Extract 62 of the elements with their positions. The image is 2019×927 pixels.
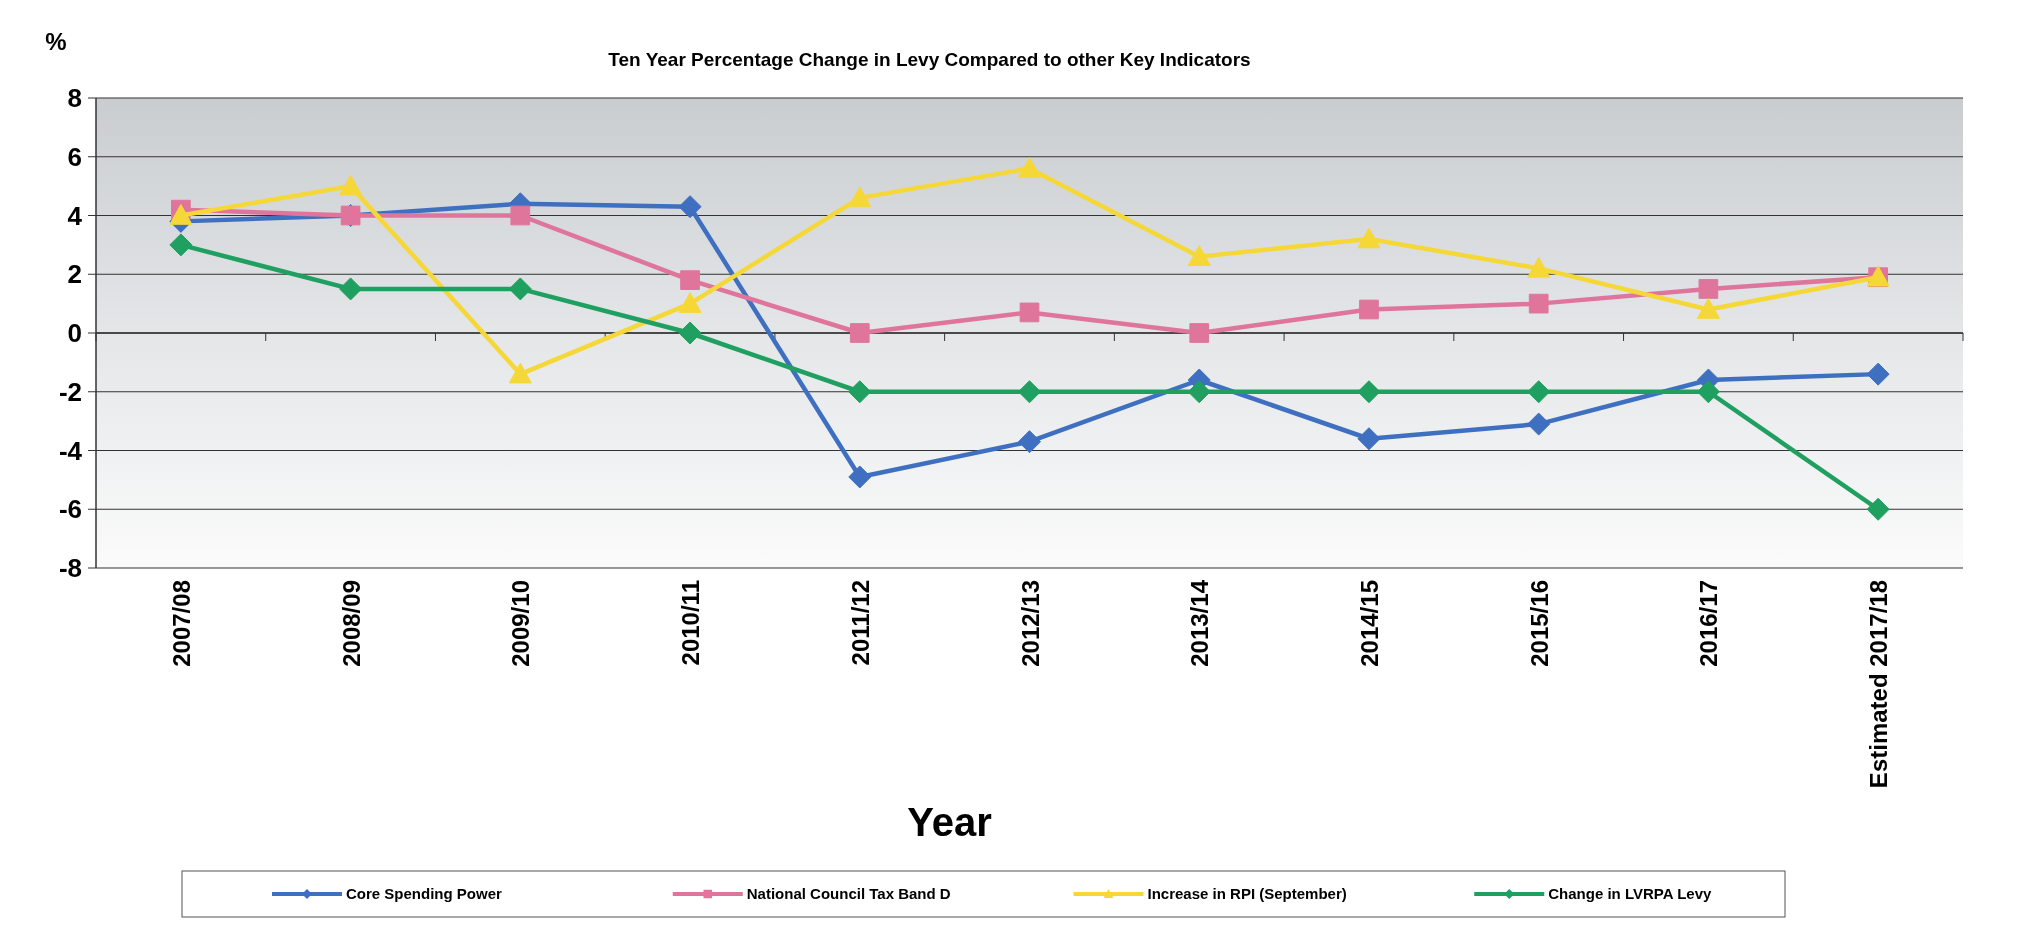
y-tick-label: -2 [58,376,82,407]
point [678,292,702,313]
point [508,362,532,384]
legend-label: Core Spending Power [346,885,503,903]
x-tick-label: 2011/12 [846,580,874,666]
y-axis-title: % [45,28,67,55]
point [1696,380,1720,404]
point [849,323,870,343]
y-tick-label: 2 [67,259,82,290]
x-tick-label: 2013/14 [1186,579,1214,667]
point [339,174,363,196]
point [510,205,531,226]
point [1696,298,1720,319]
point [678,321,702,345]
point [169,204,193,225]
point [1357,227,1381,249]
point [1018,157,1041,178]
point [1866,362,1890,386]
point [508,277,532,301]
point [1018,380,1041,404]
y-tick-label: 8 [67,83,82,114]
point [1019,302,1040,323]
x-tick-label: 2008/09 [337,580,365,667]
y-tick-label: 4 [67,200,83,231]
point [1189,323,1210,343]
point [1359,299,1379,320]
y-tick-label: -6 [58,494,82,525]
point [1527,256,1551,278]
x-tick-label: 2015/16 [1525,580,1553,667]
x-tick-label: 2012/13 [1016,580,1044,667]
chart-title: Ten Year Percentage Change in Levy Compared to other Key Indicators [608,49,1251,70]
y-tick-label: -4 [58,435,83,466]
legend-label: Change in LVRPA Levy [1548,885,1712,903]
point [680,270,700,290]
x-axis-title: Year [907,800,992,844]
x-tick-label: 2009/10 [507,580,535,667]
point [848,465,872,489]
y-tick-label: 6 [67,141,82,172]
point [1866,497,1890,521]
point [1018,430,1041,454]
y-tick-label: 0 [67,318,82,349]
x-tick-label: 2010/11 [677,580,705,666]
point [848,380,872,404]
y-tick-label: -8 [58,553,82,584]
point [1187,380,1211,404]
point [1528,293,1549,314]
point [339,277,363,301]
x-tick-label: Estimated 2017/18 [1865,580,1893,789]
point [1357,380,1381,404]
x-tick-label: 2014/15 [1355,580,1383,667]
legend-label: Increase in RPI (September) [1147,885,1347,903]
point [1357,427,1381,451]
point [848,186,872,208]
point [678,195,702,219]
x-tick-label: 2016/17 [1695,580,1723,667]
point [1527,380,1551,404]
point [169,233,193,257]
point [1187,245,1211,266]
x-tick-label: 2007/08 [167,580,195,667]
point [1698,279,1719,299]
legend-label: National Council Tax Band D [746,885,951,903]
point [1527,412,1551,436]
